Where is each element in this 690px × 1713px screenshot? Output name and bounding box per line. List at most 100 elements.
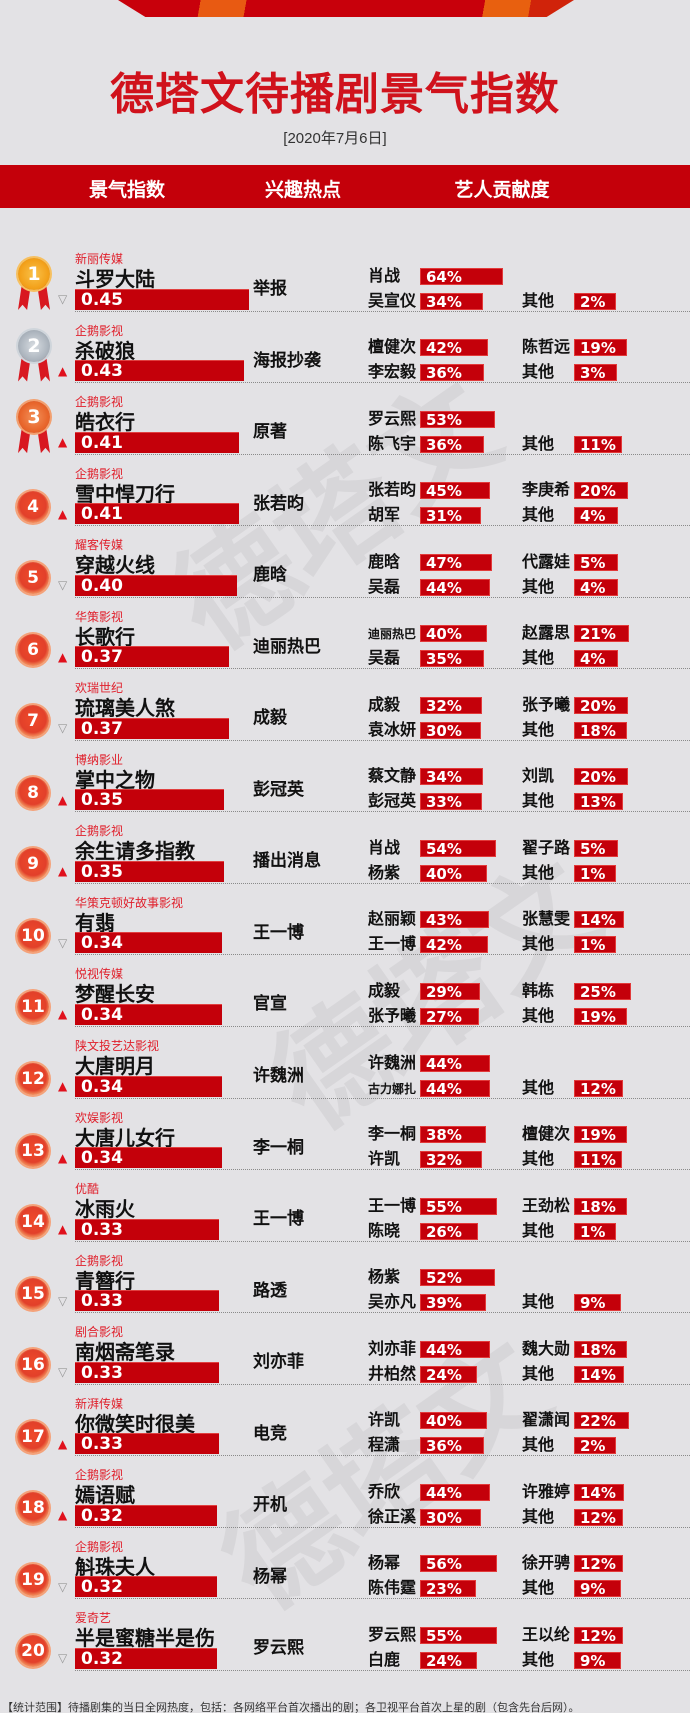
artist-contribution-pct: 18% [580, 1197, 616, 1216]
index-bar: 0.34 [75, 1003, 222, 1025]
index-bar: 0.45 [75, 288, 249, 310]
rank-badge-icon: 7 [17, 705, 49, 738]
index-value: 0.34 [81, 1148, 123, 1169]
artist-name: 吴磊 [368, 576, 401, 596]
index-bar: 0.33 [75, 1218, 219, 1240]
ranking-row: 3 企鹅影视 皓衣行 ▲ 0.41 原著 罗云熙 53% 陈飞宇 36% 其他 11% [0, 383, 690, 455]
artist-contribution-bar: 20% [574, 768, 628, 786]
artist-name: 程潇 [368, 1435, 401, 1455]
interest-hotspot: 张若昀 [253, 493, 304, 514]
index-bar: 0.32 [75, 1504, 217, 1526]
artist-name: 其他 [522, 1649, 555, 1669]
production-company: 优酷 [75, 1182, 100, 1197]
ranking-row: 14 优酷 冰雨火 ▲ 0.33 王一博 王一博 55% 陈晓 26% 王劲松 18% 其他 1% [0, 1170, 690, 1242]
artist-contribution-bar: 21% [574, 625, 629, 643]
artist-contribution-pct: 4% [580, 650, 606, 669]
artist-contribution-bar: 30% [420, 1508, 481, 1527]
row-divider [75, 1026, 690, 1028]
artist-contribution-bar: 52% [420, 1269, 495, 1287]
artist-contribution-bar: 27% [420, 1007, 479, 1026]
index-bar: 0.32 [75, 1647, 217, 1669]
artist-contribution-pct: 1% [580, 864, 606, 883]
artist-contribution-bar: 23% [420, 1580, 476, 1599]
artist-name: 张慧雯 [522, 909, 571, 929]
trend-up-icon: ▲ [58, 1079, 68, 1094]
production-company: 华策影视 [75, 609, 124, 624]
artist-name: 陈伟霆 [368, 1578, 417, 1598]
artist-name: 其他 [522, 290, 555, 310]
ranking-row: 1 新丽传媒 斗罗大陆 ▽ 0.45 举报 肖战 64% 吴宣仪 34% 其他 2% [0, 240, 690, 312]
artist-name: 其他 [522, 791, 555, 811]
medal-ribbon-icon [37, 284, 50, 310]
artist-contribution-pct: 12% [580, 1555, 616, 1574]
artist-name: 刘凯 [522, 766, 555, 786]
rank-badge-icon: 19 [17, 1563, 49, 1596]
artist-name: 赵露思 [522, 623, 571, 643]
artist-contribution-bar: 11% [574, 1151, 622, 1169]
artist-contribution-pct: 18% [580, 721, 616, 740]
trend-down-icon: ▽ [58, 1365, 68, 1380]
drama-title: 梦醒长安 [75, 982, 155, 1007]
rank-badge-icon: 8 [17, 776, 49, 809]
artist-contribution-pct: 23% [426, 1580, 462, 1599]
artist-contribution-pct: 27% [426, 1007, 462, 1026]
index-bar: 0.37 [75, 717, 229, 739]
interest-hotspot: 刘亦菲 [253, 1352, 304, 1373]
medal-ribbon-icon [18, 355, 31, 382]
artist-contribution-pct: 26% [426, 1222, 462, 1241]
artist-contribution-bar: 43% [420, 911, 489, 929]
column-header-band: 景气指数 兴趣热点 艺人贡献度 [0, 165, 690, 208]
drama-title: 斛珠夫人 [75, 1554, 155, 1579]
production-company: 企鹅影视 [75, 395, 124, 410]
rank-badge-icon: 14 [17, 1206, 49, 1239]
artist-name: 其他 [522, 1220, 555, 1240]
interest-hotspot: 王一博 [253, 922, 304, 943]
artist-contribution-pct: 25% [580, 982, 616, 1001]
artist-contribution-pct: 32% [426, 696, 462, 715]
artist-name: 吴宣仪 [368, 290, 417, 310]
drama-title: 嫣语赋 [75, 1483, 135, 1508]
row-divider [75, 1383, 690, 1385]
artist-contribution-bar: 33% [420, 793, 482, 811]
artist-contribution-pct: 40% [426, 1412, 462, 1431]
drama-title: 雪中悍刀行 [75, 481, 175, 506]
artist-name: 杨紫 [368, 1267, 401, 1287]
trend-down-icon: ▽ [58, 292, 68, 306]
artist-contribution-bar: 54% [420, 839, 496, 858]
index-value: 0.34 [81, 1076, 123, 1097]
index-value: 0.43 [81, 361, 123, 382]
artist-contribution-pct: 1% [580, 1222, 606, 1241]
artist-name: 罗云熙 [368, 1624, 417, 1644]
trend-up-icon: ▲ [58, 864, 68, 879]
trend-up-icon: ▲ [58, 1150, 68, 1165]
artist-contribution-bar: 32% [420, 696, 482, 715]
artist-contribution-pct: 18% [580, 1340, 616, 1359]
index-bar: 0.33 [75, 1361, 219, 1383]
artist-contribution-bar: 2% [574, 292, 616, 311]
artist-contribution-pct: 34% [426, 292, 462, 311]
interest-hotspot: 原著 [253, 422, 287, 443]
artist-name: 王一博 [368, 1195, 417, 1215]
artist-contribution-pct: 5% [580, 553, 606, 572]
artist-contribution-bar: 1% [574, 864, 616, 883]
drama-title: 大唐明月 [75, 1054, 155, 1079]
artist-contribution-pct: 22% [580, 1412, 616, 1431]
artist-name: 李庚希 [522, 480, 571, 500]
artist-contribution-bar: 19% [574, 1126, 627, 1144]
artist-contribution-bar: 20% [574, 696, 628, 715]
trend-up-icon: ▲ [58, 363, 68, 378]
column-header-hotspot: 兴趣热点 [264, 179, 342, 201]
artist-contribution-pct: 38% [426, 1126, 462, 1145]
artist-name: 檀健次 [522, 1124, 571, 1144]
production-company: 爱奇艺 [75, 1611, 112, 1626]
production-company: 欢瑞世纪 [75, 681, 124, 696]
ranking-row: 20 爱奇艺 半是蜜糖半是伤 ▽ 0.32 罗云熙 罗云熙 55% 白鹿 24% 王以纶 12% 其他 9… [0, 1599, 690, 1671]
interest-hotspot: 罗云熙 [253, 1638, 304, 1659]
index-bar: 0.33 [75, 1433, 219, 1455]
artist-contribution-bar: 4% [574, 650, 618, 669]
artist-contribution-pct: 24% [426, 1365, 462, 1384]
interest-hotspot: 海报抄袭 [253, 350, 321, 371]
artist-name: 其他 [522, 1005, 555, 1025]
artist-name: 张若昀 [368, 480, 417, 500]
index-value: 0.33 [81, 1362, 123, 1383]
